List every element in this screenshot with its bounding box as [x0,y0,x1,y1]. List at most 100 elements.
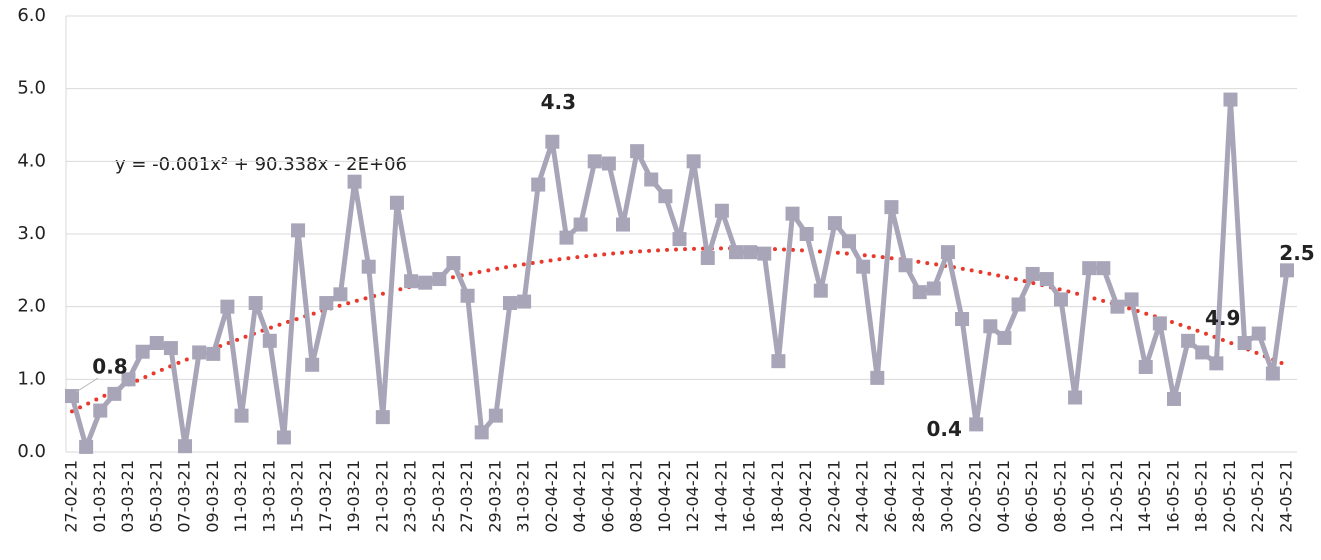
y-tick-label: 5.0 [17,78,46,99]
marker [969,417,984,432]
x-tick-label: 14-05-21 [1135,460,1154,533]
marker [1195,345,1210,360]
x-tick-label: 02-04-21 [542,460,561,533]
x-tick-label: 08-05-21 [1050,460,1069,533]
marker [107,386,122,401]
marker [545,134,560,149]
marker [601,156,616,171]
marker [799,227,814,241]
marker [1053,292,1068,307]
x-tick-label: 08-04-21 [627,460,646,533]
x-tick-label: 28-04-21 [909,460,928,533]
marker [559,230,574,245]
leader-line [75,377,99,393]
data-label: 4.9 [1205,306,1240,330]
marker [1096,261,1111,276]
x-tick-label: 22-04-21 [824,460,843,533]
marker [827,216,842,231]
x-tick-label: 05-03-21 [146,460,165,533]
marker [658,189,673,204]
x-tick-label: 20-04-21 [796,460,815,533]
marker [79,439,94,454]
trendline-equation: y = -0.001x² + 90.338x - 2E+06 [115,154,407,175]
marker [1124,292,1139,307]
marker [1181,333,1196,348]
marker [1138,359,1153,374]
marker [912,285,927,300]
marker [1152,316,1167,331]
marker [488,408,503,423]
x-tick-label: 23-03-21 [401,460,420,533]
marker [686,154,701,169]
marker [531,177,546,192]
y-tick-label: 0.0 [17,441,46,462]
marker [163,341,178,356]
marker [955,312,970,327]
marker [1166,391,1181,406]
x-tick-label: 15-03-21 [288,460,307,533]
marker [1280,263,1294,278]
marker [997,330,1012,345]
data-label: 2.5 [1279,241,1314,265]
x-tick-label: 04-05-21 [994,460,1013,533]
y-tick-label: 3.0 [17,223,46,244]
marker [813,283,828,298]
marker [940,245,955,260]
marker [870,370,885,385]
x-tick-label: 01-03-21 [90,460,109,533]
marker [842,234,857,249]
marker [714,203,729,218]
x-tick-label: 06-05-21 [1022,460,1041,533]
x-tick-label: 06-04-21 [598,460,617,533]
x-tick-label: 26-04-21 [881,460,900,533]
x-tick-label: 12-04-21 [683,460,702,533]
marker [1025,266,1040,281]
marker [1082,261,1097,276]
x-tick-label: 20-05-21 [1220,460,1239,533]
marker [220,299,235,314]
marker [234,408,249,423]
x-tick-label: 19-03-21 [344,460,363,533]
marker [573,217,588,232]
marker [404,274,419,289]
marker [926,281,941,296]
x-tick-label: 12-05-21 [1107,460,1126,533]
marker [389,195,404,210]
x-tick-label: 18-04-21 [768,460,787,533]
marker [474,425,489,440]
x-tick-label: 04-04-21 [570,460,589,533]
marker [1039,272,1054,287]
x-tick-label: 22-05-21 [1248,460,1267,533]
marker [149,336,164,350]
x-tick-label: 10-04-21 [655,460,674,533]
marker [856,259,871,274]
marker [630,144,645,159]
x-tick-label: 09-03-21 [203,460,222,533]
marker [1237,336,1252,350]
marker [432,272,447,287]
marker [276,430,291,445]
x-tick-label: 27-02-21 [62,460,81,533]
x-tick-label: 24-05-21 [1277,460,1296,533]
marker [1110,299,1125,314]
x-tick-label: 27-03-21 [457,460,476,533]
x-tick-label: 18-05-21 [1192,460,1211,533]
x-tick-label: 13-03-21 [259,460,278,533]
data-label: 0.4 [926,417,961,441]
marker [785,206,800,221]
marker [884,200,899,215]
marker [1209,356,1224,371]
marker [1251,326,1266,341]
marker [1265,366,1280,381]
x-tick-label: 10-05-21 [1079,460,1098,533]
marker [517,294,532,309]
y-tick-label: 1.0 [17,368,46,389]
marker [729,245,744,260]
marker [757,246,772,261]
marker [983,319,998,334]
y-tick-label: 2.0 [17,296,46,317]
y-tick-label: 6.0 [17,5,46,26]
x-tick-label: 07-03-21 [175,460,194,533]
